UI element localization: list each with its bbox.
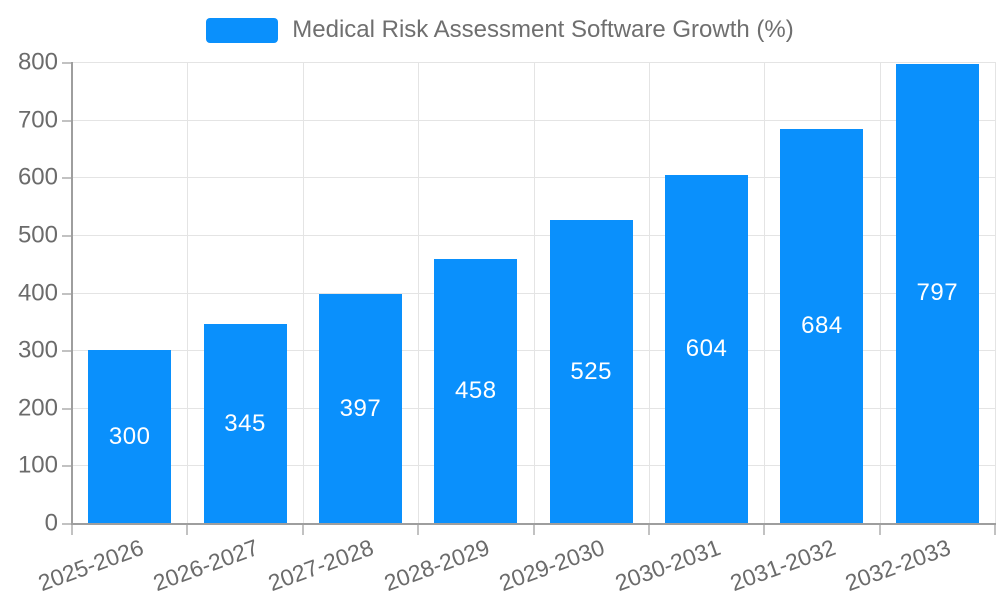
- x-axis-tick: [71, 525, 73, 535]
- y-axis-tick: [62, 350, 72, 353]
- x-axis-label: 2029-2030: [495, 534, 609, 597]
- bar-value-label: 525: [570, 357, 612, 385]
- x-axis-tick: [878, 525, 881, 535]
- y-axis-label: 400: [17, 278, 58, 306]
- x-axis-tick: [532, 525, 535, 535]
- y-axis-tick: [62, 292, 72, 295]
- bar-value-label: 300: [108, 422, 151, 450]
- y-axis-tick: [62, 465, 72, 468]
- y-axis-label: 700: [17, 106, 58, 134]
- bar[interactable]: 604: [665, 174, 749, 523]
- v-gridline: [648, 62, 650, 523]
- y-axis-label: 800: [17, 48, 58, 76]
- y-axis-tick: [62, 234, 72, 237]
- bar[interactable]: 397: [318, 294, 402, 523]
- bar[interactable]: 797: [895, 63, 979, 523]
- y-axis-label: 600: [17, 163, 58, 191]
- v-gridline: [995, 62, 996, 523]
- bar[interactable]: 458: [434, 259, 518, 523]
- y-axis-tick: [62, 523, 72, 525]
- bar-value-label: 397: [339, 394, 382, 422]
- bar[interactable]: 684: [780, 128, 864, 523]
- x-axis-tick: [994, 525, 996, 535]
- bar[interactable]: 300: [88, 350, 172, 523]
- bar-value-label: 345: [224, 409, 266, 437]
- v-gridline: [533, 62, 535, 523]
- y-axis-tick: [62, 407, 72, 410]
- legend-label: Medical Risk Assessment Software Growth …: [292, 16, 794, 43]
- bar-value-label: 797: [916, 279, 959, 307]
- v-gridline: [187, 62, 189, 523]
- legend-swatch: [206, 17, 279, 43]
- legend[interactable]: Medical Risk Assessment Software Growth …: [0, 16, 1000, 44]
- y-axis-tick: [62, 119, 72, 122]
- x-axis-tick: [763, 525, 766, 535]
- x-axis-label: 2028-2029: [380, 534, 493, 597]
- x-axis-tick: [647, 525, 650, 535]
- x-axis-label: 2031-2032: [726, 534, 839, 597]
- x-axis-label: 2027-2028: [265, 534, 378, 597]
- y-axis-label: 100: [17, 451, 58, 479]
- x-axis-label: 2032-2033: [841, 534, 955, 597]
- bar[interactable]: 345: [203, 324, 287, 523]
- v-gridline: [764, 62, 766, 523]
- bar-value-label: 458: [455, 377, 497, 405]
- x-axis-tick: [417, 525, 420, 535]
- v-gridline: [879, 62, 881, 523]
- y-axis-line: [71, 62, 73, 525]
- y-axis-label: 0: [44, 509, 58, 537]
- x-axis-tick: [186, 525, 189, 535]
- x-axis-label: 2030-2031: [611, 534, 724, 597]
- bar-value-label: 684: [801, 311, 843, 339]
- bar[interactable]: 525: [549, 220, 633, 523]
- x-axis-tick: [301, 525, 304, 535]
- y-axis-label: 300: [17, 336, 58, 364]
- v-gridline: [418, 62, 420, 523]
- bar-value-label: 604: [685, 334, 728, 362]
- y-axis-label: 200: [17, 394, 58, 422]
- v-gridline: [302, 62, 304, 523]
- y-axis-tick: [62, 177, 72, 180]
- x-axis-label: 2026-2027: [149, 534, 262, 597]
- y-axis-label: 500: [17, 221, 58, 249]
- x-axis-label: 2025-2026: [34, 534, 147, 597]
- x-axis-line: [71, 523, 996, 525]
- y-axis-tick: [62, 62, 72, 64]
